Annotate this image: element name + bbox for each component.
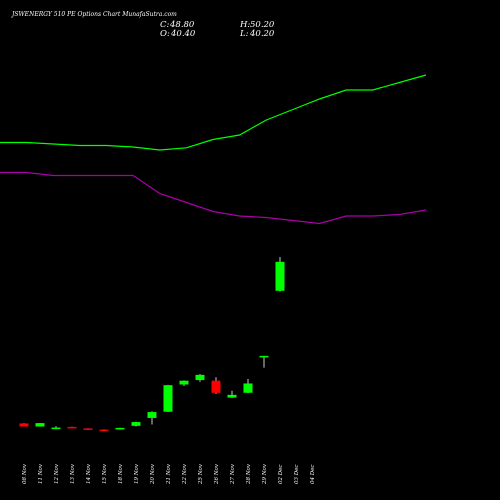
x-tick-label: 04 Dec (310, 465, 316, 485)
candle (147, 411, 157, 425)
high-label: H: (239, 20, 250, 30)
x-tick-label: 08 Nov (22, 463, 28, 484)
x-axis: 08 Nov 11 Nov 12 Nov 13 Nov 14 Nov 15 Nov 18 N… (22, 463, 316, 485)
candle-body-up (227, 394, 237, 398)
candle (115, 427, 125, 430)
candle (35, 423, 45, 427)
x-tick-label: 12 Nov (54, 463, 60, 484)
x-tick-label: 15 Nov (102, 463, 108, 484)
lower-band-line (0, 171, 427, 225)
indicator-bands (0, 74, 427, 225)
x-tick-label: 20 Nov (150, 463, 156, 485)
candle-body-down (19, 423, 29, 427)
x-tick-label: 22 Nov (182, 463, 188, 485)
x-tick-label: 11 Nov (38, 463, 44, 484)
x-tick-label: 14 Nov (86, 463, 92, 484)
close-label: C: (160, 20, 170, 30)
candle (99, 429, 109, 432)
candle-body-up (195, 374, 205, 381)
candle (211, 377, 221, 394)
candle (163, 384, 173, 413)
open-value: 40.40 (170, 29, 196, 39)
open-label: O: (160, 29, 170, 39)
candle (83, 428, 93, 430)
candle-body-down (67, 426, 77, 429)
candle (195, 374, 205, 382)
x-tick-label: 13 Nov (70, 463, 76, 484)
x-tick-label: 19 Nov (134, 463, 140, 484)
x-tick-label: 02 Dec (278, 465, 284, 485)
candle-body-up (275, 261, 285, 291)
candle (51, 426, 61, 430)
candle (67, 426, 77, 429)
low-value: 40.20 (249, 29, 275, 39)
chart-title: JSWENERGY 510 PE Options Chart MunafaSut… (10, 11, 177, 18)
low-label: L: (239, 29, 249, 39)
candles (19, 257, 285, 432)
candle (227, 390, 237, 398)
candle-body-up (51, 427, 61, 430)
close-value: 48.80 (169, 20, 195, 30)
x-tick-label: 29 Nov (262, 463, 268, 485)
x-tick-label: 28 Nov (246, 463, 252, 485)
candle (275, 257, 285, 292)
candle-body-down (83, 428, 93, 430)
x-tick-label: 18 Nov (118, 463, 124, 484)
candle-body-down (211, 380, 221, 393)
candle-body-up (259, 355, 269, 358)
candle-body-up (147, 412, 157, 418)
upper-band-line (0, 74, 427, 151)
candle-body-up (35, 423, 45, 427)
candle (179, 380, 189, 386)
candle-body-down (99, 429, 109, 432)
x-tick-label: 26 Nov (214, 463, 220, 485)
candle-body-up (115, 427, 125, 430)
x-tick-label: 27 Nov (230, 463, 236, 485)
candle-body-up (163, 385, 173, 412)
x-tick-label: 25 Nov (198, 463, 204, 485)
candle-body-up (131, 422, 141, 426)
candle-body-up (179, 380, 189, 385)
candle (19, 423, 29, 427)
candle-body-up (243, 383, 253, 393)
candle (243, 378, 253, 394)
candle (259, 355, 269, 368)
x-tick-label: 03 Dec (294, 465, 300, 485)
candle (131, 421, 141, 427)
high-value: 50.20 (250, 20, 275, 30)
x-tick-label: 21 Nov (166, 463, 172, 485)
